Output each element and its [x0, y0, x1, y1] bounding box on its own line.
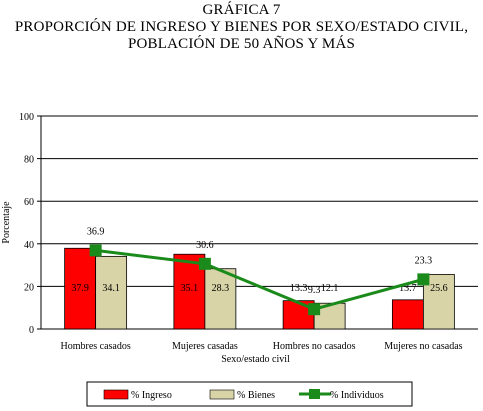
marker-individuos: [417, 273, 430, 286]
bar-label-bienes: 28.3: [212, 283, 230, 294]
x-axis-label: Sexo/estado civil: [221, 354, 290, 365]
x-tick-label: Hombres no casados: [273, 341, 356, 352]
x-tick-label: Hombres casados: [60, 341, 130, 352]
y-tick-label: 0: [29, 325, 34, 336]
legend-ingreso-swatch: [103, 389, 129, 400]
legend-box: [86, 381, 413, 407]
marker-individuos: [198, 257, 211, 270]
y-tick-label: 100: [19, 112, 34, 123]
bar-label-ingreso: 13.7: [399, 283, 417, 294]
chart-title-line-1: GRÁFICA 7: [202, 2, 281, 18]
line-label-individuos: 30.6: [196, 240, 214, 251]
y-tick-label: 20: [24, 282, 34, 293]
legend-individuos-label: % Individuos: [330, 390, 384, 401]
bar-label-ingreso: 35.1: [181, 283, 199, 294]
bar-label-bienes: 12.1: [321, 283, 339, 294]
chart-title-line-2: PROPORCIÓN DE INGRESO Y BIENES POR SEXO/…: [14, 19, 469, 35]
chart-title-line-3: POBLACIÓN DE 50 AÑOS Y MÁS: [127, 36, 356, 52]
x-tick-label: Mujeres no casadas: [384, 341, 462, 352]
y-tick-label: 40: [24, 240, 34, 251]
bar-bienes: [204, 268, 237, 330]
marker-individuos: [89, 244, 102, 257]
bar-label-bienes: 34.1: [102, 283, 120, 294]
y-tick-label: 80: [24, 155, 34, 166]
line-label-individuos: 23.3: [415, 255, 433, 266]
line-label-individuos: 36.9: [87, 226, 105, 237]
line-label-individuos: 9.3: [308, 285, 321, 296]
y-tick-label: 60: [24, 197, 34, 208]
bar-label-ingreso: 37.9: [71, 283, 89, 294]
legend-bienes-label: % Bienes: [237, 390, 275, 401]
y-axis-label: Porcentaje: [1, 201, 12, 244]
bar-ingreso: [391, 299, 424, 330]
legend-ingreso-label: % Ingreso: [131, 390, 172, 401]
line-individuos: [95, 248, 424, 311]
bar-label-ingreso: 13.3: [290, 283, 308, 294]
legend-bienes-swatch: [209, 389, 235, 400]
bar-bienes: [95, 255, 128, 330]
legend-individuos-marker: [309, 389, 320, 399]
bar-label-bienes: 25.6: [430, 283, 448, 294]
x-tick-label: Mujeres casadas: [172, 341, 238, 352]
marker-individuos: [308, 303, 321, 316]
